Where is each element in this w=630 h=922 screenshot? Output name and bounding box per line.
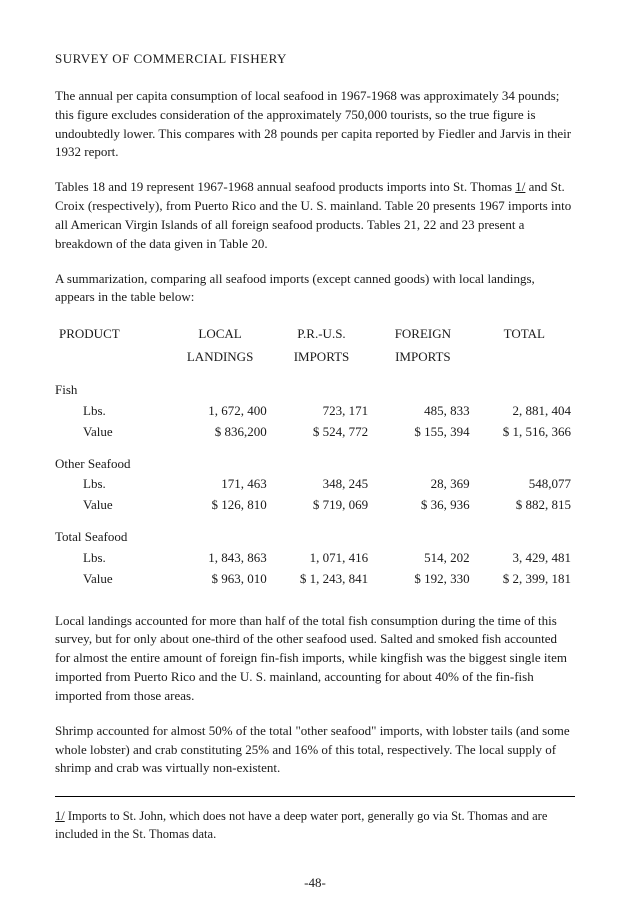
row-label: Lbs.	[55, 548, 169, 569]
table-row: Lbs.171, 463348, 24528, 369548,077	[55, 474, 575, 495]
table-row: Lbs.1, 672, 400723, 171485, 8332, 881, 4…	[55, 401, 575, 422]
cell-value: 548,077	[474, 474, 575, 495]
cell-value: 485, 833	[372, 401, 473, 422]
paragraph-5: Shrimp accounted for almost 50% of the t…	[55, 722, 575, 779]
page-title: SURVEY OF COMMERCIAL FISHERY	[55, 50, 575, 69]
cell-value: $ 1, 243, 841	[271, 569, 372, 590]
row-label: Lbs.	[55, 474, 169, 495]
cell-value: 1, 843, 863	[169, 548, 270, 569]
page-number: -48-	[55, 874, 575, 893]
cell-value: $ 719, 069	[271, 495, 372, 516]
cell-value: 3, 429, 481	[474, 548, 575, 569]
col-header-product: PRODUCT	[55, 323, 169, 346]
table-row: Lbs.1, 843, 8631, 071, 416514, 2023, 429…	[55, 548, 575, 569]
row-label: Lbs.	[55, 401, 169, 422]
cell-value: $ 192, 330	[372, 569, 473, 590]
table-row: Value$ 963, 010$ 1, 243, 841$ 192, 330$ …	[55, 569, 575, 590]
table-row: Value$ 126, 810$ 719, 069$ 36, 936$ 882,…	[55, 495, 575, 516]
table-group-header: Total Seafood	[55, 516, 575, 548]
cell-value: 2, 881, 404	[474, 401, 575, 422]
cell-value: 1, 071, 416	[271, 548, 372, 569]
row-label: Value	[55, 495, 169, 516]
table-body: FishLbs.1, 672, 400723, 171485, 8332, 88…	[55, 369, 575, 590]
row-label: Value	[55, 422, 169, 443]
cell-value: 28, 369	[372, 474, 473, 495]
cell-value: $ 2, 399, 181	[474, 569, 575, 590]
footnote-ref-1: 1/	[515, 179, 525, 194]
col-header-total-2	[474, 346, 575, 369]
cell-value: $ 36, 936	[372, 495, 473, 516]
paragraph-2: Tables 18 and 19 represent 1967-1968 ann…	[55, 178, 575, 253]
cell-value: 1, 672, 400	[169, 401, 270, 422]
table-group-header: Other Seafood	[55, 443, 575, 475]
table-row: Value$ 836,200$ 524, 772$ 155, 394$ 1, 5…	[55, 422, 575, 443]
paragraph-4: Local landings accounted for more than h…	[55, 612, 575, 706]
cell-value: $ 882, 815	[474, 495, 575, 516]
row-label: Value	[55, 569, 169, 590]
cell-value: $ 155, 394	[372, 422, 473, 443]
footnote-mark: 1/	[55, 809, 65, 823]
col-header-prus-2: IMPORTS	[271, 346, 372, 369]
cell-value: 348, 245	[271, 474, 372, 495]
cell-value: 514, 202	[372, 548, 473, 569]
footnote-1: 1/ Imports to St. John, which does not h…	[55, 807, 575, 843]
footnote-text: Imports to St. John, which does not have…	[55, 809, 547, 841]
paragraph-3: A summarization, comparing all seafood i…	[55, 270, 575, 308]
col-header-foreign: FOREIGN	[372, 323, 473, 346]
col-header-prus: P.R.-U.S.	[271, 323, 372, 346]
cell-value: $ 1, 516, 366	[474, 422, 575, 443]
table-header: PRODUCT LOCAL P.R.-U.S. FOREIGN TOTAL LA…	[55, 323, 575, 369]
document-page: SURVEY OF COMMERCIAL FISHERY The annual …	[0, 0, 630, 922]
cell-value: $ 836,200	[169, 422, 270, 443]
cell-value: 171, 463	[169, 474, 270, 495]
cell-value: $ 126, 810	[169, 495, 270, 516]
col-header-total: TOTAL	[474, 323, 575, 346]
para2-text-a: Tables 18 and 19 represent 1967-1968 ann…	[55, 179, 515, 194]
col-header-local: LOCAL	[169, 323, 270, 346]
col-header-local-2: LANDINGS	[169, 346, 270, 369]
cell-value: $ 963, 010	[169, 569, 270, 590]
seafood-imports-table: PRODUCT LOCAL P.R.-U.S. FOREIGN TOTAL LA…	[55, 323, 575, 589]
cell-value: 723, 171	[271, 401, 372, 422]
table-group-header: Fish	[55, 369, 575, 401]
paragraph-1: The annual per capita consumption of loc…	[55, 87, 575, 162]
col-header-foreign-2: IMPORTS	[372, 346, 473, 369]
cell-value: $ 524, 772	[271, 422, 372, 443]
footnote-rule	[55, 796, 575, 797]
col-header-product-2	[55, 346, 169, 369]
